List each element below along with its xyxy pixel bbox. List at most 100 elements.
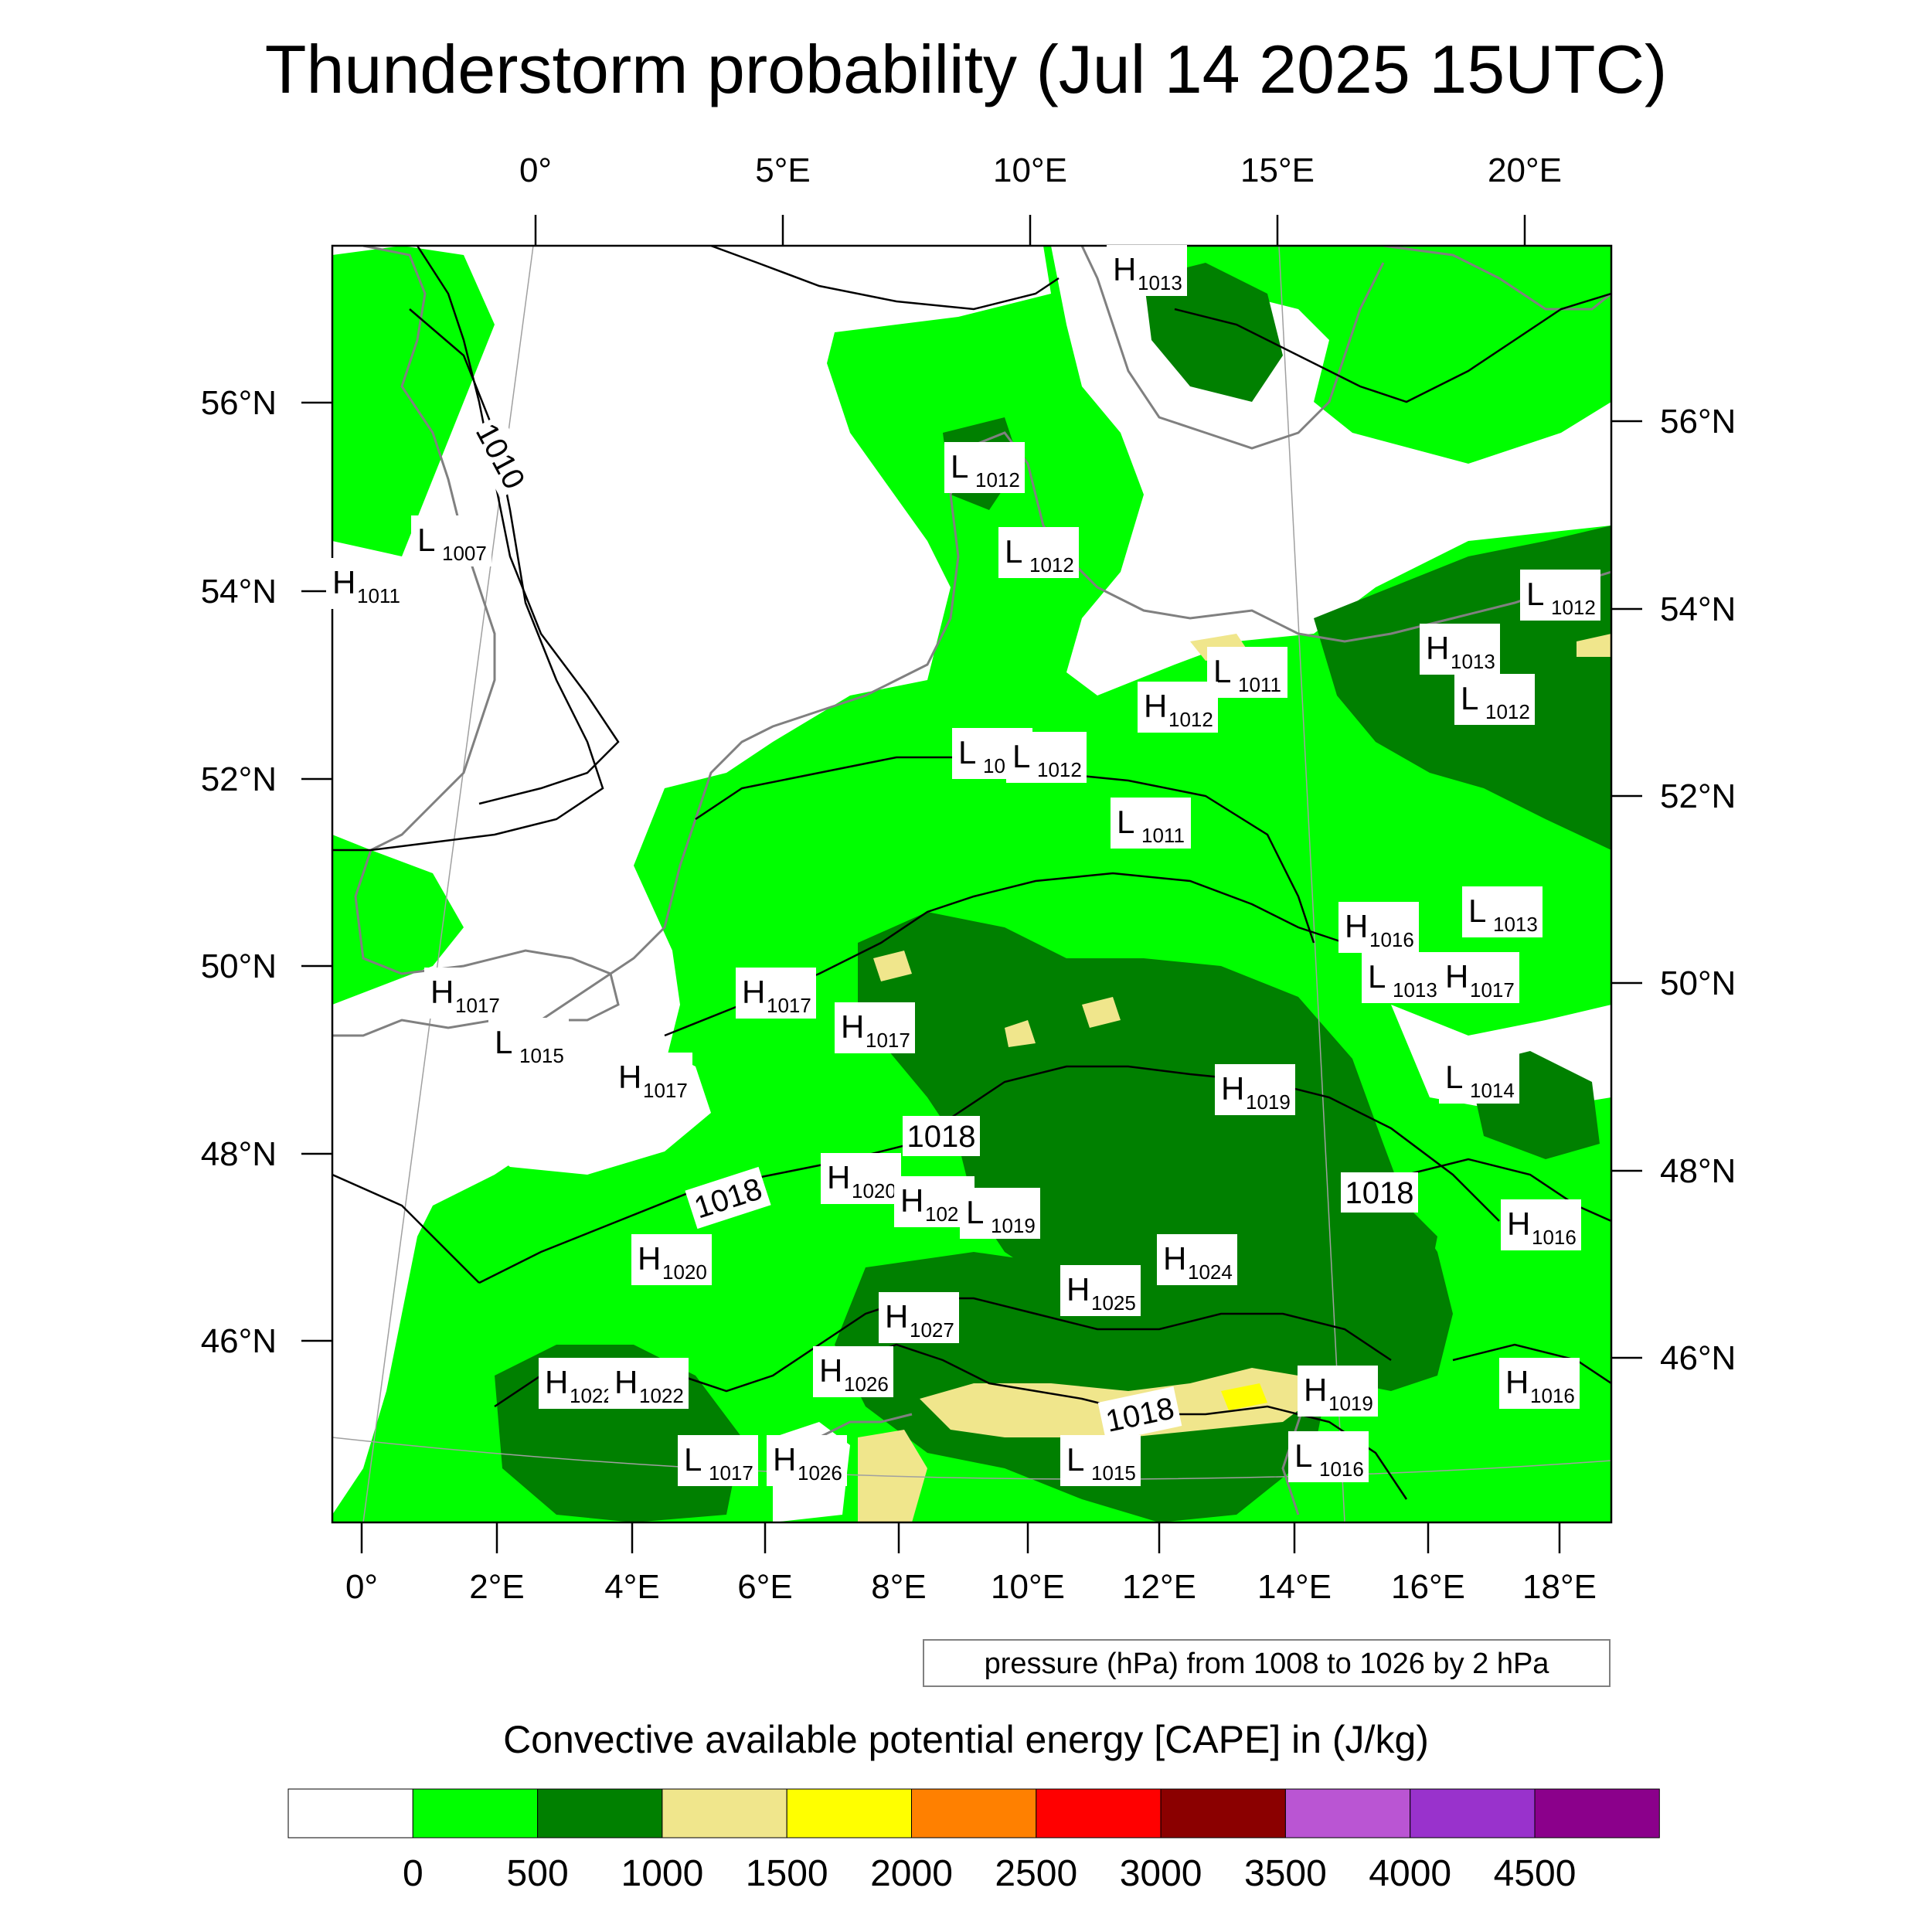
pressure-center: H 1016 bbox=[1338, 902, 1419, 953]
pressure-center: H 1019 bbox=[1298, 1366, 1378, 1417]
isobar-west-1008 bbox=[416, 246, 620, 805]
pressure-center-value: 1017 bbox=[767, 994, 811, 1017]
pressure-center-value: 1015 bbox=[1091, 1461, 1136, 1485]
pressure-center-box bbox=[944, 442, 1025, 493]
bottom-lon-label: 0° bbox=[345, 1568, 378, 1606]
pressure-center-value: 1027 bbox=[910, 1318, 954, 1342]
colorbar-swatch bbox=[287, 1788, 413, 1838]
pressure-center: H 1022 bbox=[608, 1358, 689, 1409]
pressure-center-box bbox=[767, 1435, 847, 1486]
pressure-center-letter: H bbox=[1345, 908, 1368, 944]
figure-title: Thunderstorm probability (Jul 14 2025 15… bbox=[265, 31, 1668, 107]
left-lat-labels: 56°N 54°N 52°N 50°N 48°N 46°N bbox=[201, 384, 277, 1360]
pressure-center-box bbox=[1338, 902, 1419, 953]
colorbar-title: Convective available potential energy [C… bbox=[503, 1718, 1429, 1761]
pressure-center-box bbox=[631, 1234, 712, 1285]
pressure-center-box bbox=[1439, 952, 1519, 1003]
pressure-center: H 1016 bbox=[1499, 1358, 1580, 1409]
pressure-center-value: 1019 bbox=[1246, 1090, 1291, 1114]
colorbar-swatch bbox=[1284, 1788, 1411, 1838]
isobar-label-box bbox=[465, 413, 536, 498]
pressure-center-box bbox=[612, 1053, 692, 1104]
isobar-1018 bbox=[478, 1065, 1500, 1284]
pressure-center-box bbox=[1006, 732, 1087, 783]
pressure-center-value: 1022 bbox=[639, 1384, 684, 1407]
pressure-center-letter: L bbox=[495, 1024, 512, 1060]
pressure-center: H 1026 bbox=[813, 1346, 893, 1397]
left-lat-label: 50°N bbox=[201, 947, 277, 985]
right-lat-label: 48°N bbox=[1660, 1152, 1736, 1190]
bottom-lon-label: 12°E bbox=[1122, 1568, 1196, 1606]
pressure-center-letter: H bbox=[430, 974, 454, 1010]
hungary-high-cape bbox=[1329, 1190, 1437, 1314]
pressure-center-letter: H bbox=[1445, 958, 1468, 995]
pressure-center-letter: L bbox=[958, 734, 976, 770]
pressure-center-letter: L bbox=[966, 1194, 984, 1230]
pressure-center-value: 1017 bbox=[455, 994, 500, 1017]
cape-1500-2000-regions bbox=[1221, 1383, 1267, 1410]
pressure-center-value: 1012 bbox=[1029, 553, 1074, 577]
pressure-center-letter: H bbox=[819, 1352, 842, 1389]
contour-note: pressure (hPa) from 1008 to 1026 by 2 hP… bbox=[985, 1648, 1550, 1680]
colorbar-swatch bbox=[1160, 1788, 1286, 1838]
isobar-label-box bbox=[903, 1116, 980, 1156]
pressure-center-letter: H bbox=[1304, 1372, 1327, 1408]
pressure-center: H 1017 bbox=[835, 1002, 915, 1053]
pressure-center-letter: H bbox=[742, 974, 765, 1010]
top-lon-labels: 0° 5°E 10°E 15°E 20°E bbox=[519, 151, 1562, 189]
left-lat-label: 52°N bbox=[201, 760, 277, 798]
pressure-center-value: 1017 bbox=[709, 1461, 753, 1485]
pressure-center-value: 1007 bbox=[442, 542, 487, 565]
pressure-center: H 1017 bbox=[424, 968, 505, 1019]
pressure-center-value: 1012 bbox=[1551, 596, 1596, 619]
pressure-center-box bbox=[1420, 624, 1500, 675]
bottom-lon-labels: 0° 2°E 4°E 6°E 8°E 10°E 12°E 14°E 16°E 1… bbox=[345, 1568, 1597, 1606]
pressure-center-value: 1016 bbox=[1532, 1226, 1577, 1249]
pressure-center-box bbox=[1499, 1358, 1580, 1409]
colorbar-swatch bbox=[1036, 1788, 1162, 1838]
left-lat-label: 56°N bbox=[201, 384, 277, 422]
pressure-center: H 1027 bbox=[879, 1292, 959, 1343]
pressure-center-letter: H bbox=[1221, 1070, 1244, 1107]
pressure-center-value: 1011 bbox=[357, 584, 400, 607]
pressure-center-box bbox=[1138, 682, 1218, 733]
pressure-center-letter: H bbox=[332, 564, 355, 600]
pressure-center-box bbox=[813, 1346, 893, 1397]
pressure-center-box bbox=[1215, 1064, 1295, 1115]
isobar-north-2 bbox=[1174, 292, 1611, 403]
pressure-center: L 1019 bbox=[960, 1188, 1040, 1239]
top-lon-label: 15°E bbox=[1240, 151, 1315, 189]
pressure-center-letter: L bbox=[1526, 576, 1544, 612]
pressure-center: H 1012 bbox=[1138, 682, 1218, 733]
baltic-east-coastline bbox=[1383, 246, 1611, 311]
pressure-center-letter: H bbox=[1507, 1206, 1530, 1242]
right-lat-label: 46°N bbox=[1660, 1339, 1736, 1377]
pressure-center: H 1022 bbox=[539, 1358, 619, 1409]
isobar-poland bbox=[1406, 1158, 1611, 1223]
pressure-center: H 1020 bbox=[821, 1153, 901, 1204]
pressure-center-box bbox=[424, 968, 505, 1019]
pressure-center-box bbox=[1107, 245, 1187, 296]
pressure-center: H 1017 bbox=[1439, 952, 1519, 1003]
pressure-center-value: 1013 bbox=[1451, 650, 1495, 673]
pressure-center-box bbox=[326, 558, 406, 609]
pressure-center-letter: L bbox=[951, 448, 968, 485]
isobar-label: 1018 bbox=[1345, 1176, 1414, 1210]
pressure-center-value: 1011 bbox=[1141, 824, 1185, 847]
pressure-center-box bbox=[1520, 570, 1600, 621]
pressure-center-value: 1026 bbox=[844, 1372, 889, 1396]
colorbar-swatch bbox=[786, 1788, 913, 1838]
colorbar bbox=[287, 1788, 1660, 1838]
pressure-center: L 1012 bbox=[1006, 732, 1087, 783]
pressure-center-letter: L bbox=[1468, 893, 1486, 929]
pressure-center: H 1011 bbox=[326, 558, 406, 609]
right-lat-label: 54°N bbox=[1660, 590, 1736, 628]
colorbar-label: 1500 bbox=[746, 1853, 828, 1894]
pressure-center-box bbox=[488, 1018, 569, 1069]
isobar-label-box bbox=[1341, 1172, 1418, 1213]
pressure-center: H 1017 bbox=[612, 1053, 692, 1104]
pressure-center-letter: H bbox=[545, 1364, 568, 1400]
pressure-center: L 1012 bbox=[944, 442, 1025, 493]
germany-khaki-1 bbox=[873, 951, 912, 981]
